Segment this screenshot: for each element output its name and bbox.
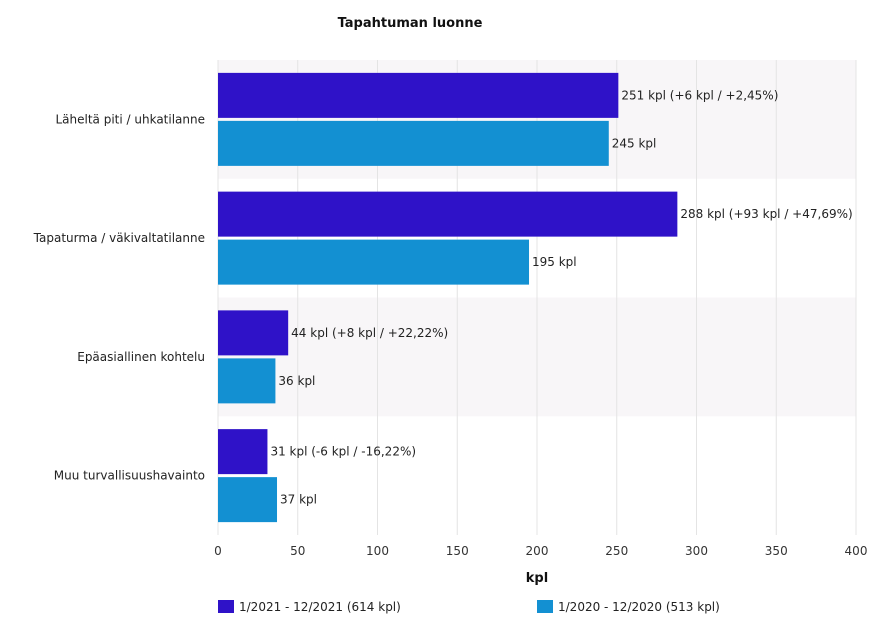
bar[interactable] xyxy=(218,477,278,523)
x-tick-label: 150 xyxy=(446,544,469,558)
bar[interactable] xyxy=(218,310,289,356)
bar-data-label: 36 kpl xyxy=(278,374,315,388)
bar-data-label: 245 kpl xyxy=(612,136,657,150)
bar[interactable] xyxy=(218,191,678,237)
x-tick-label: 400 xyxy=(845,544,868,558)
bar[interactable] xyxy=(218,429,268,475)
bar-data-label: 44 kpl (+8 kpl / +22,22%) xyxy=(291,326,448,340)
category-label: Tapaturma / väkivaltatilanne xyxy=(33,231,205,245)
legend-label[interactable]: 1/2020 - 12/2020 (513 kpl) xyxy=(558,600,720,614)
bar[interactable] xyxy=(218,120,609,166)
x-tick-label: 0 xyxy=(214,544,222,558)
bar-data-label: 288 kpl (+93 kpl / +47,69%) xyxy=(680,207,852,221)
bar-data-label: 195 kpl xyxy=(532,255,577,269)
legend-swatch[interactable] xyxy=(218,600,234,613)
bar-data-label: 37 kpl xyxy=(280,493,317,507)
bar-data-label: 251 kpl (+6 kpl / +2,45%) xyxy=(621,88,778,102)
category-label: Läheltä piti / uhkatilanne xyxy=(55,112,205,126)
bar[interactable] xyxy=(218,72,619,118)
category-label: Muu turvallisuushavainto xyxy=(54,469,205,483)
chart-title: Tapahtuman luonne xyxy=(338,16,483,31)
x-tick-label: 50 xyxy=(290,544,305,558)
category-label: Epäasiallinen kohtelu xyxy=(77,350,205,364)
x-axis-title: kpl xyxy=(526,571,548,586)
x-tick-label: 250 xyxy=(605,544,628,558)
x-tick-label: 100 xyxy=(366,544,389,558)
legend-label[interactable]: 1/2021 - 12/2021 (614 kpl) xyxy=(239,600,401,614)
x-tick-label: 300 xyxy=(685,544,708,558)
bar-data-label: 31 kpl (-6 kpl / -16,22%) xyxy=(270,445,416,459)
bar[interactable] xyxy=(218,358,276,404)
bar[interactable] xyxy=(218,239,530,285)
x-tick-label: 200 xyxy=(526,544,549,558)
x-tick-label: 350 xyxy=(765,544,788,558)
legend-swatch[interactable] xyxy=(537,600,553,613)
